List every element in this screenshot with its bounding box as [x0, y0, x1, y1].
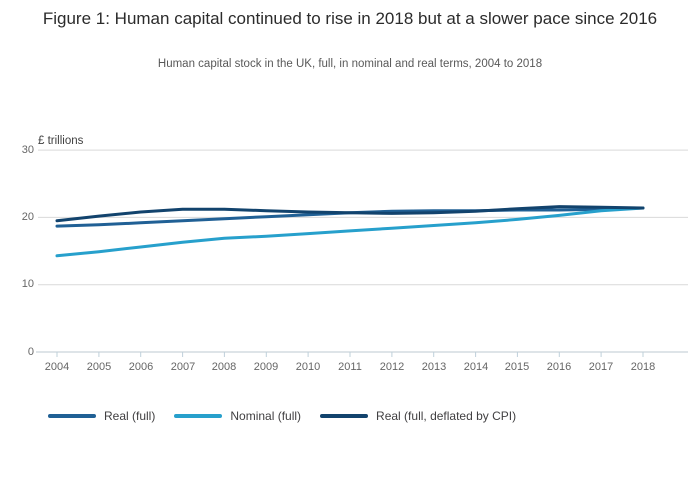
figure-title: Figure 1: Human capital continued to ris… [42, 9, 658, 28]
legend-item: Nominal (full) [174, 409, 301, 423]
x-axis-tick-label: 2004 [44, 361, 70, 373]
x-axis-tick-label: 2006 [128, 361, 154, 373]
x-axis-tick-label: 2010 [295, 361, 321, 373]
legend-label: Real (full, deflated by CPI) [376, 409, 517, 423]
legend-swatch-icon [174, 414, 223, 418]
y-axis-tick-label: 0 [27, 346, 34, 358]
series-line-3 [55, 205, 645, 223]
legend-label: Real (full) [104, 409, 156, 423]
x-axis-tick-label: 2009 [253, 361, 279, 373]
legend-label: Nominal (full) [230, 409, 302, 423]
x-axis-tick-label: 2012 [379, 361, 405, 373]
x-axis-tick-label: 2007 [170, 361, 196, 373]
x-axis-tick-label: 2015 [504, 361, 530, 373]
legend: Real (full) Nominal (full) Real (full, def… [48, 409, 516, 423]
x-axis-tick-label: 2008 [211, 361, 237, 373]
y-axis-unit-label: £ trillions [38, 135, 84, 147]
x-axis-tick-label: 2011 [338, 361, 362, 373]
series-line-2 [55, 206, 645, 258]
legend-item: Real (full) [48, 409, 155, 423]
legend-swatch-icon [48, 414, 96, 418]
y-axis-tick-label: 30 [21, 144, 34, 156]
legend-item: Real (full, deflated by CPI) [320, 409, 516, 423]
x-axis-tick-label: 2018 [630, 361, 656, 373]
y-axis-tick-label: 20 [21, 211, 34, 223]
x-axis-tick-label: 2017 [588, 361, 614, 373]
x-axis-tick-label: 2014 [463, 361, 489, 373]
x-axis-tick-label: 2016 [546, 361, 572, 373]
figure-subtitle: Human capital stock in the UK, full, in … [157, 58, 543, 70]
legend-swatch-icon [320, 414, 369, 418]
x-axis-tick-label: 2005 [86, 361, 112, 373]
x-axis-tick-label: 2013 [421, 361, 447, 373]
y-axis-tick-label: 10 [21, 278, 34, 290]
